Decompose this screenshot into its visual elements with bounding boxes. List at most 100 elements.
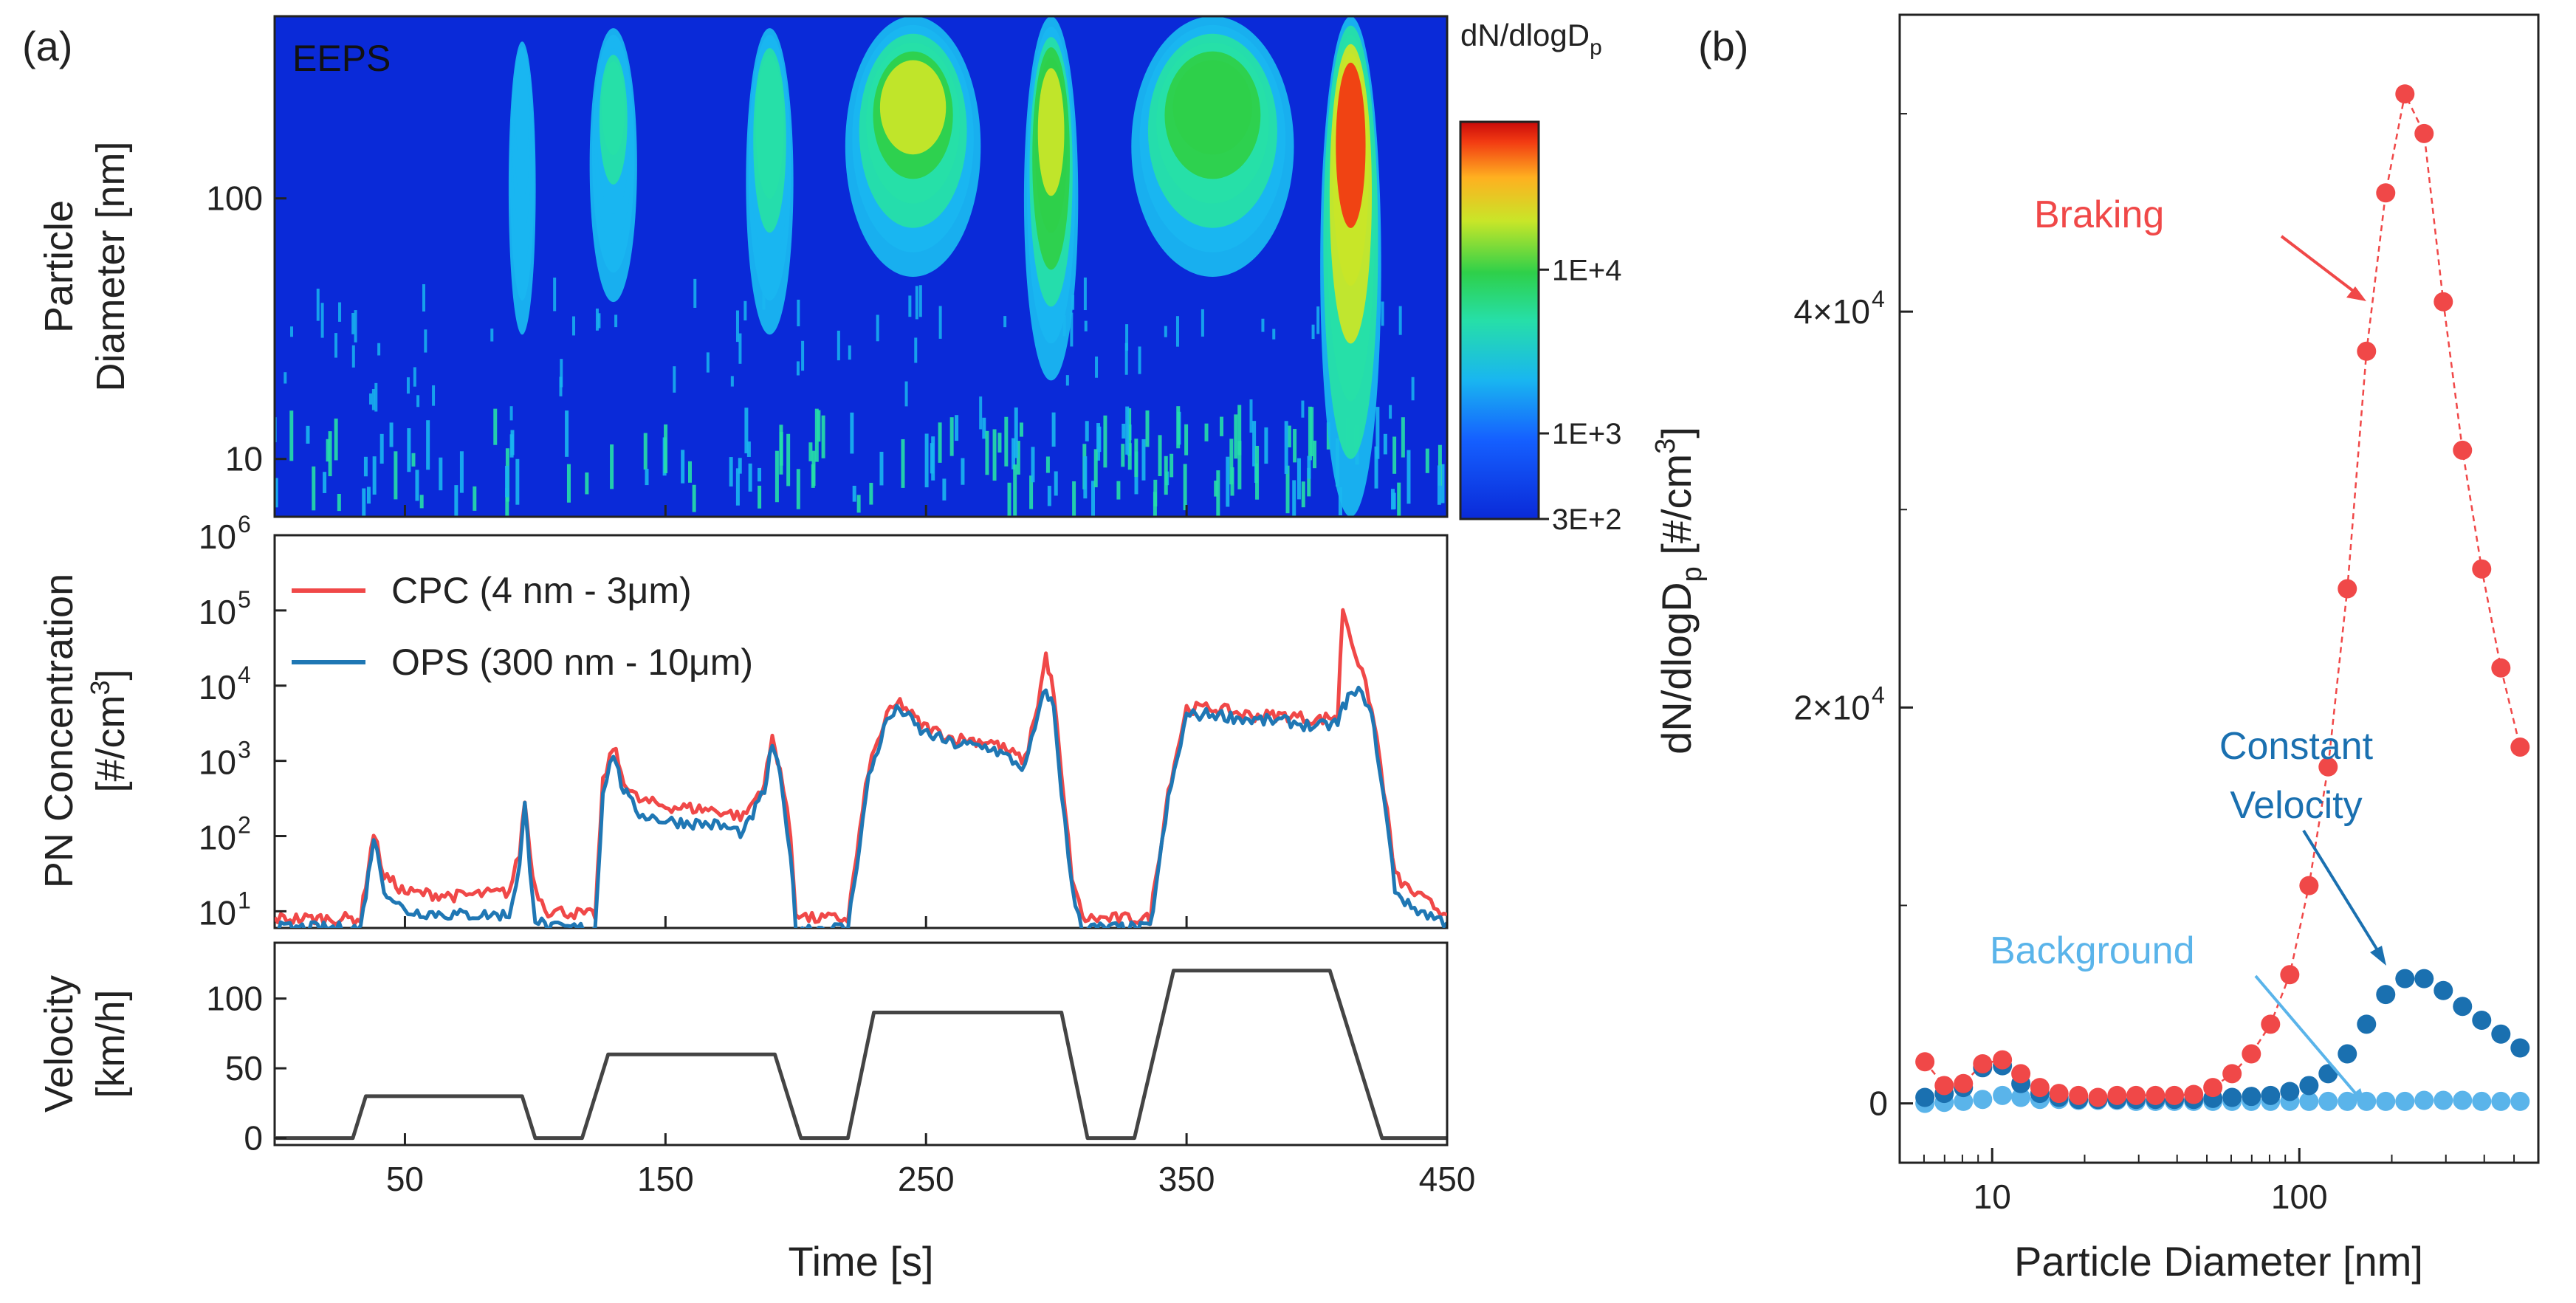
heatmap-speckle xyxy=(1084,320,1088,331)
heatmap-y-tick-label: 100 xyxy=(206,179,263,218)
heatmap-speckle xyxy=(389,422,394,447)
heatmap-speckle xyxy=(811,450,816,487)
heatmap-speckle xyxy=(1014,407,1018,458)
heatmap-speckle xyxy=(1390,489,1395,510)
heatmap-speckle xyxy=(1127,443,1132,470)
heatmap-speckle xyxy=(879,451,884,486)
constant-velocity-point xyxy=(2434,980,2453,1000)
heatmap-frame xyxy=(273,15,1449,518)
heatmap-speckle xyxy=(371,389,375,410)
heatmap-speckle xyxy=(1296,458,1301,500)
constant-velocity-point xyxy=(2395,969,2415,989)
heatmap-event-layer xyxy=(602,61,625,156)
heatmap-speckle xyxy=(1134,439,1138,478)
heatmap-speckle xyxy=(1003,316,1007,328)
heatmap-speckle xyxy=(1255,445,1260,500)
colorbar-title-sub: p xyxy=(1590,35,1602,60)
heatmap-speckle xyxy=(493,408,498,445)
braking-point xyxy=(2280,965,2300,985)
pn-y-tick-label: 10 xyxy=(199,819,236,857)
colorbar-tick-label: 1E+3 xyxy=(1552,418,1622,450)
background-point xyxy=(2414,1090,2434,1110)
heatmap-speckle xyxy=(1011,438,1016,470)
pn-y-tick-label: 10 xyxy=(199,593,236,631)
background-annotation: Background xyxy=(1990,929,2195,972)
heatmap-speckle xyxy=(439,457,443,491)
heatmap-speckle xyxy=(1141,439,1146,481)
size-ylabel-sup: 3 xyxy=(1650,439,1681,454)
heatmap-speckle xyxy=(1307,467,1311,497)
heatmap-speckle xyxy=(1070,312,1074,347)
heatmap-speckle xyxy=(362,488,366,517)
heatmap-speckle xyxy=(597,313,601,329)
constant-velocity-point xyxy=(2414,969,2434,989)
pn-y-tick-exponent: 1 xyxy=(238,887,251,913)
heatmap-speckle xyxy=(1095,356,1099,378)
heatmap-speckle xyxy=(1004,416,1009,467)
heatmap-speckle xyxy=(730,376,734,387)
background-point xyxy=(2491,1091,2511,1111)
heatmap-speckle xyxy=(706,352,710,373)
braking-point xyxy=(2338,579,2357,599)
heatmap-speckle xyxy=(372,456,377,495)
heatmap-speckle xyxy=(1007,482,1011,517)
size-ylabel-end: ] xyxy=(1653,427,1700,439)
pn-ylabel-sup: 3 xyxy=(85,680,115,695)
size-xlabel: Particle Diameter [nm] xyxy=(2014,1238,2423,1285)
heatmap-speckle xyxy=(505,487,509,517)
heatmap-panel: EEPS 10 100 Particle Diameter [nm] xyxy=(37,15,1449,518)
heatmap-speckle xyxy=(585,472,589,495)
heatmap-speckle xyxy=(284,372,287,384)
background-point xyxy=(2453,1090,2473,1110)
heatmap-speckle xyxy=(735,310,739,343)
heatmap-speckle xyxy=(351,312,355,334)
heatmap-ylabel-line2: Diameter [nm] xyxy=(89,141,133,391)
heatmap-speckle xyxy=(1047,486,1051,506)
heatmap-speckle xyxy=(1183,464,1187,511)
heatmap-speckle xyxy=(610,444,614,489)
heatmap-speckle xyxy=(901,439,905,488)
pn-y-tick-exponent: 6 xyxy=(238,511,251,537)
heatmap-speckle xyxy=(796,361,800,376)
heatmap-speckle xyxy=(1016,441,1020,475)
heatmap-speckle xyxy=(426,420,430,470)
heatmap-speckle xyxy=(1392,436,1397,474)
heatmap-speckle xyxy=(1214,480,1218,497)
heatmap-speckle xyxy=(374,382,378,412)
constant-velocity-point xyxy=(2472,1010,2492,1030)
heatmap-speckle xyxy=(553,278,557,312)
size-y-tick-exponent: 4 xyxy=(1872,681,1885,708)
heatmap-speckle xyxy=(406,377,410,394)
braking-point xyxy=(2107,1085,2127,1105)
heatmap-speckle xyxy=(1158,435,1162,476)
pn-y-tick-exponent: 3 xyxy=(238,737,251,763)
heatmap-speckle xyxy=(876,314,879,342)
heatmap-speckle xyxy=(565,410,569,457)
braking-point xyxy=(1954,1073,1974,1093)
constant-velocity-point xyxy=(2222,1087,2242,1107)
heatmap-event-layer xyxy=(515,68,529,165)
heatmap-speckle xyxy=(924,433,929,488)
velocity-y-ticks: 0 50 100 xyxy=(206,980,286,1158)
braking-point xyxy=(2242,1044,2261,1064)
heatmap-speckle xyxy=(643,433,648,470)
heatmap-speckle xyxy=(351,345,355,368)
heatmap-speckle xyxy=(1065,375,1069,386)
heatmap-speckle xyxy=(786,433,791,487)
heatmap-speckle xyxy=(338,302,342,322)
size-x-tick-label: 10 xyxy=(1974,1177,2011,1216)
heatmap-speckle xyxy=(942,478,947,501)
velocity-x-ticks: 50 150 250 350 450 xyxy=(386,505,1475,1198)
pn-y-tick-label: 10 xyxy=(199,668,236,706)
braking-points xyxy=(1915,84,2530,1107)
size-y-tick-label: 0 xyxy=(1869,1084,1888,1123)
colorbar-title: dN/dlogDp xyxy=(1460,18,1602,60)
heatmap-speckle xyxy=(1085,421,1089,441)
velocity-x-tick-label: 150 xyxy=(637,1160,694,1198)
size-distribution-panel: 02×10 44×10 4 10 100 Braking Constant Veloc… xyxy=(1650,13,2540,1285)
velocity-line xyxy=(275,969,1447,1141)
heatmap-speckle xyxy=(432,385,436,406)
braking-point xyxy=(2165,1085,2185,1105)
heatmap-speckle xyxy=(1054,471,1058,496)
